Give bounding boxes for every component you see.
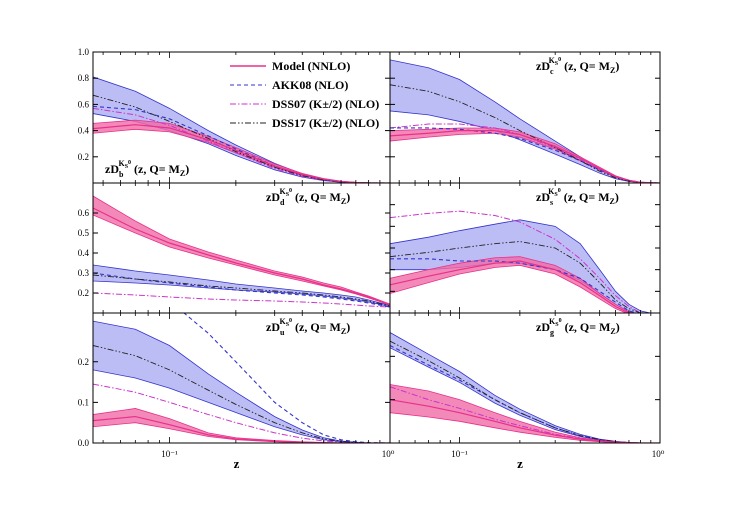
x-axis-title-left: z	[234, 456, 240, 471]
dss07-line-g	[390, 386, 660, 443]
panel-label-c: zDcKS0 (z, Q= MZ)	[536, 56, 619, 76]
dss07-line-s	[390, 210, 646, 313]
model-band-s	[390, 256, 636, 313]
dss17-line-c	[390, 84, 660, 183]
dss07-line-d	[93, 292, 390, 308]
model-band-u	[93, 408, 390, 443]
plot-area-c	[390, 59, 660, 183]
dss17-band-s	[390, 219, 653, 313]
plot-area-u	[93, 313, 390, 443]
legend-label-model: Model (NNLO)	[272, 59, 350, 73]
y-tick-label-b: 0.8	[78, 73, 90, 83]
x-tick-label-u: 10⁻¹	[161, 449, 178, 459]
panel-label-d: zDdKS0 (z, Q= MZ)	[266, 187, 350, 207]
model-line-s	[390, 260, 633, 313]
panel-label-s: zDsKS0 (z, Q= MZ)	[536, 187, 619, 207]
akk-line-c	[390, 127, 660, 183]
panel-s: zDsKS0 (z, Q= MZ)	[389, 182, 661, 314]
dss17-band-b	[93, 76, 390, 183]
y-tick-label-d: 0.2	[78, 288, 89, 298]
y-tick-label-d: 0.3	[78, 268, 90, 278]
dss17-band-c	[390, 59, 660, 183]
dss17-line-u	[93, 345, 390, 443]
y-tick-label-b: 0.6	[78, 99, 90, 109]
panel-c: zDcKS0 (z, Q= MZ)	[389, 51, 661, 184]
y-tick-label-b: 0.4	[78, 126, 90, 136]
plot-area-s	[390, 210, 653, 313]
y-tick-label-d: 0.6	[78, 208, 90, 218]
y-tick-label-u: 0.0	[78, 438, 90, 448]
model-line-c	[390, 130, 660, 183]
panel-g: 10⁻¹ 10⁰ zDgKS0 (z, Q= MZ)	[389, 312, 665, 459]
panel-u: 0.0 0.1 0.2 10⁻¹ 10⁰ zDuKS0 (z, Q= MZ)	[78, 312, 395, 459]
legend-label-dss17: DSS17 (K±/2) (NLO)	[272, 116, 379, 130]
y-tick-label-u: 0.2	[78, 357, 89, 367]
model-band-g	[390, 384, 660, 443]
akk-line-s	[390, 258, 639, 313]
model-line-d	[93, 207, 390, 306]
panel-label-u: zDuKS0 (z, Q= MZ)	[266, 317, 350, 337]
akk-line-b	[93, 105, 390, 183]
dss17-band-u	[93, 320, 390, 443]
panels: 0.2 0.4 0.6 0.8 1.0 zDbKS0 (z, Q= MZ) zDcKS0 (…	[78, 47, 665, 459]
x-tick-label-u: 10⁰	[382, 449, 395, 459]
y-tick-label-u: 0.1	[78, 397, 89, 407]
dss17-band-g	[390, 332, 660, 443]
dss17-band-d	[93, 264, 390, 308]
y-tick-label-b: 0.2	[78, 152, 89, 162]
legend-label-dss07: DSS07 (K±/2) (NLO)	[272, 97, 379, 111]
dss17-line-s	[390, 241, 645, 313]
panel-label-b: zDbKS0 (z, Q= MZ)	[105, 159, 189, 179]
legend: Model (NNLO) AKK08 (NLO) DSS07 (K±/2) (NLO…	[230, 59, 379, 130]
x-axis-title-right: z	[517, 456, 523, 471]
model-line-g	[390, 399, 660, 443]
dss17-line-b	[93, 94, 390, 183]
dss17-line-d	[93, 274, 390, 307]
y-tick-label-d: 0.5	[78, 228, 90, 238]
panel-d: 0.2 0.3 0.4 0.5 0.6 zDdKS0 (z, Q= MZ)	[78, 182, 391, 314]
x-tick-label-g: 10⁰	[652, 449, 665, 459]
plot-area-g	[390, 332, 660, 443]
model-line-u	[93, 415, 390, 443]
legend-label-akk: AKK08 (NLO)	[272, 78, 348, 92]
panel-label-g: zDgKS0 (z, Q= MZ)	[536, 317, 620, 337]
dss07-line-u	[93, 383, 390, 443]
panel-frame-g	[389, 312, 661, 444]
y-tick-label-b: 1.0	[78, 47, 90, 57]
plot-area-d	[93, 195, 390, 308]
y-tick-label-d: 0.4	[78, 248, 90, 258]
akk-line-d	[93, 272, 390, 308]
x-tick-label-g: 10⁻¹	[451, 449, 468, 459]
